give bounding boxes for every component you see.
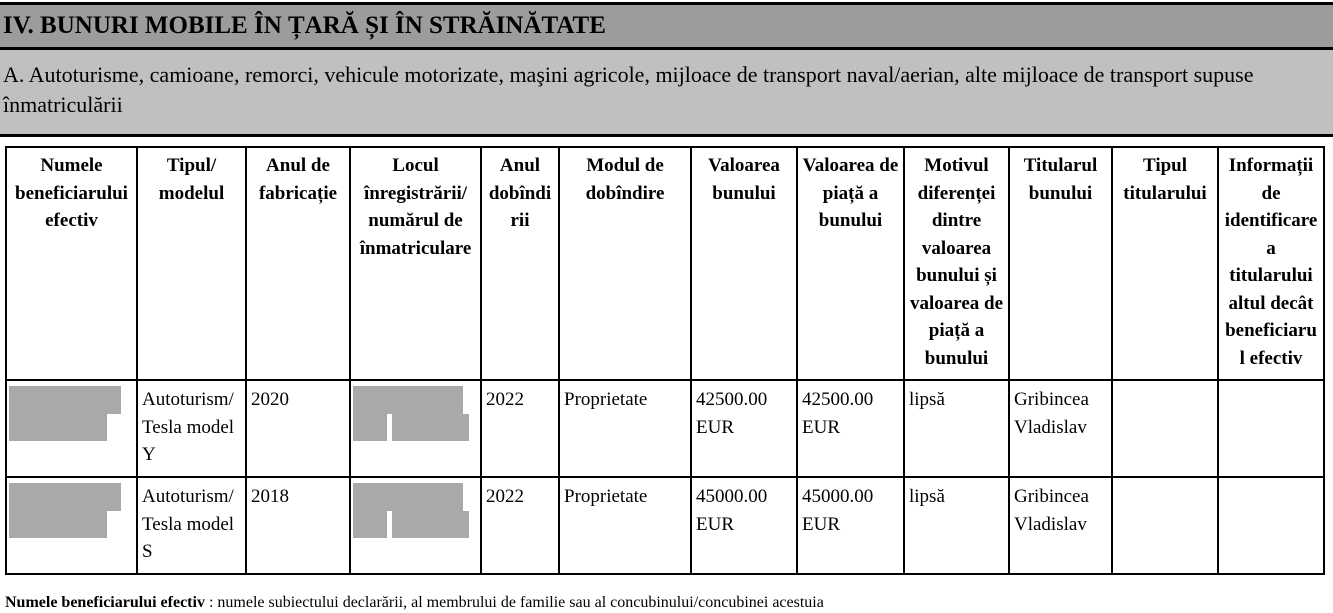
column-header: Motivul diferenței dintre valoarea bunul… [903,146,1010,381]
column-header: Valoarea bunului [690,146,798,381]
table-cell-year: 2020 [245,379,351,478]
footnote-term: Numele beneficiarului efectiv [5,594,205,611]
redaction-block [9,414,107,441]
column-header: Anul de fabricație [245,146,351,381]
table-cell-acq-year: 2022 [480,379,560,478]
table-cell-holder-type [1111,379,1219,478]
table-cell-holder-type [1111,476,1219,575]
column-header: Informații de identificare a titularului… [1217,146,1325,381]
table-row: Autoturism/Tesla model S 2018 2022 Propriet… [5,476,1325,575]
column-header: Modul de dobîndire [558,146,692,381]
column-header: Titularul bunului [1008,146,1113,381]
column-header: Anul dobîndirii [480,146,560,381]
table-cell-value: 45000.00 EUR [690,476,798,575]
redaction-block [392,511,469,538]
vehicles-table: Numele beneficiarului efectiv Tipul/ mode… [5,146,1325,575]
subsection-title: A. Autoturisme, camioane, remorci, vehic… [0,50,1333,137]
table-cell-model: Autoturism/Tesla model S [136,476,247,575]
table-cell-holder: Gribincea Vladislav [1008,476,1113,575]
table-cell-holder-info [1217,476,1325,575]
redaction-block [353,386,463,414]
redaction-block [353,414,387,441]
footnote: Numele beneficiarului efectiv : numele s… [5,593,1333,613]
redaction-block [9,511,107,538]
table-cell-reason: lipsă [903,379,1010,478]
column-header: Valoarea de piață a bunului [796,146,905,381]
table-header-row: Numele beneficiarului efectiv Tipul/ mode… [5,146,1325,381]
table-cell-market: 42500.00 EUR [796,379,905,478]
column-header: Numele beneficiarului efectiv [5,146,138,381]
table-cell-reason: lipsă [903,476,1010,575]
redacted-beneficiary-cell [5,476,138,575]
footnote-text: : numele subiectului declarării, al memb… [204,594,824,611]
table-cell-market: 45000.00 EUR [796,476,905,575]
column-header: Tipul titularului [1111,146,1219,381]
redacted-beneficiary-cell [5,379,138,478]
table-row: Autoturism/Tesla model Y 2020 2022 Propriet… [5,379,1325,478]
redaction-block [9,483,121,511]
redaction-pair [353,511,476,538]
redaction-block [353,483,463,511]
table-container: Numele beneficiarului efectiv Tipul/ mode… [0,137,1333,575]
redaction-block [353,511,387,538]
table-cell-holder-info [1217,379,1325,478]
column-header: Tipul/ modelul [136,146,247,381]
table-cell-mode: Proprietate [558,476,692,575]
column-header: Locul înregistrării/ numărul de înmatric… [349,146,482,381]
table-cell-acq-year: 2022 [480,476,560,575]
redaction-block [9,386,121,414]
redaction-block [392,414,469,441]
redacted-registration-cell [349,476,482,575]
table-cell-mode: Proprietate [558,379,692,478]
table-cell-year: 2018 [245,476,351,575]
redacted-registration-cell [349,379,482,478]
redaction-pair [353,414,476,441]
table-cell-value: 42500.00 EUR [690,379,798,478]
table-cell-holder: Gribincea Vladislav [1008,379,1113,478]
section-title: IV. BUNURI MOBILE ÎN ȚARĂ ȘI ÎN STRĂINĂT… [0,2,1333,50]
table-cell-model: Autoturism/Tesla model Y [136,379,247,478]
